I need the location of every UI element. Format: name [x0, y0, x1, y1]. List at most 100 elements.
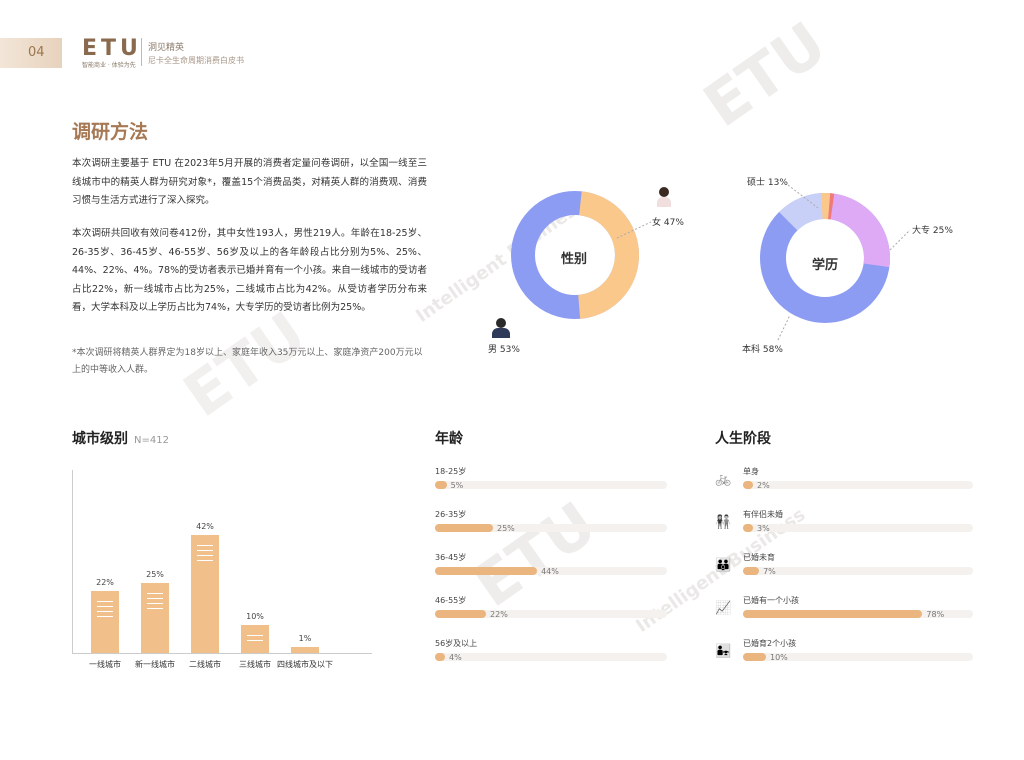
bar-fill — [435, 524, 493, 532]
bar-fill — [743, 610, 923, 618]
city-bar-value: 42% — [196, 522, 214, 531]
trend-icon: 📈 — [715, 601, 732, 616]
city-bar — [191, 535, 219, 653]
city-bar — [291, 647, 319, 653]
male-icon — [492, 318, 510, 340]
bar-value: 44% — [541, 567, 559, 576]
bar-stripe — [197, 555, 213, 556]
female-label: 女 47% — [652, 218, 684, 228]
bar-label: 有伴侣未婚 — [743, 510, 783, 519]
gender-center-label: 性别 — [561, 252, 588, 267]
bar-label: 已婚有一个小孩 — [743, 596, 799, 605]
age-bar-chart: 18-25岁 5% 26-35岁 25% 36-45岁 44% 46-55岁 22% 56岁及以… — [435, 466, 675, 676]
female-slice — [511, 191, 639, 319]
master-slice — [760, 193, 890, 323]
footnote: *本次调研将精英人群界定为18岁以上、家庭年收入35万元以上、家庭净资产200万… — [72, 348, 423, 375]
bar-value: 5% — [450, 481, 464, 490]
bar-value: 7% — [763, 567, 776, 576]
bar-stripes — [147, 592, 163, 613]
bar-stripes — [197, 545, 213, 565]
bar-label: 已婚未育 — [743, 553, 775, 562]
bar-stripe — [147, 597, 163, 599]
city-bar-value: 22% — [96, 578, 114, 588]
watermark: ETU — [691, 8, 839, 142]
report-title: 洞见精英 — [148, 43, 185, 53]
bar-stripe — [147, 607, 163, 609]
bar-stripe — [197, 550, 213, 551]
bar-track — [743, 567, 973, 575]
bar-fill — [743, 524, 753, 532]
bike-icon: 🚲 — [715, 472, 732, 487]
age-chart-title: 年龄 — [435, 431, 463, 447]
bar-track — [435, 481, 667, 489]
female-leader — [616, 221, 652, 239]
bar-label: 56岁及以上 — [435, 639, 478, 648]
life-chart-title: 人生阶段 — [715, 431, 771, 447]
intro-paragraph: 本次调研主要基于 ETU 在2023年5月开展的消费者定量问卷调研，以全国一线至… — [72, 158, 427, 206]
section-title: 调研方法 — [72, 121, 149, 143]
bar-fill — [435, 481, 447, 489]
bar-stripes — [247, 634, 263, 645]
report-subtitle: 尼卡全生命周期消费白皮书 — [148, 56, 244, 65]
bar-stripe — [147, 602, 163, 604]
kids-icon: 👨‍👧 — [715, 644, 732, 659]
header-divider — [141, 38, 142, 66]
family-icon: 👪 — [715, 558, 732, 573]
education-leaders — [777, 184, 911, 341]
city-bar-chart: 22% 一线城市 25% 新一线城市 42% 二线城市 10% 三线城市 1% 四线城市及以下 — [72, 470, 372, 680]
bar-value: 4% — [449, 653, 462, 662]
education-center-label: 学历 — [812, 258, 839, 273]
city-bar-value: 25% — [146, 569, 164, 579]
bar-stripe — [197, 560, 213, 561]
other-slice — [760, 193, 890, 323]
city-category-label: 新一线城市 — [135, 660, 175, 669]
bar-value: 10% — [770, 653, 788, 662]
logo: ETU — [82, 36, 142, 61]
bar-track — [435, 524, 667, 532]
bar-stripe — [97, 601, 113, 603]
bar-label: 26-35岁 — [435, 510, 467, 519]
city-bar-value: 10% — [246, 611, 264, 621]
bachelor-label: 本科 58% — [742, 345, 783, 355]
bar-label: 单身 — [743, 467, 759, 476]
bar-fill — [743, 567, 760, 575]
bar-value: 78% — [926, 610, 945, 619]
bar-fill — [435, 610, 487, 618]
page-number: 04 — [0, 38, 62, 68]
bar-label: 36-45岁 — [435, 553, 467, 562]
bar-stripe — [197, 545, 213, 546]
bar-value: 2% — [757, 481, 770, 490]
bar-track — [743, 481, 973, 489]
bar-stripe — [147, 592, 163, 594]
master-label: 硕士 13% — [747, 178, 788, 188]
bar-stripe — [247, 639, 263, 641]
sample-size: N=412 — [134, 435, 169, 446]
phd-slice — [760, 193, 890, 323]
bar-fill — [743, 653, 766, 661]
bar-stripe — [97, 616, 113, 618]
city-category-label: 四线城市及以下 — [277, 660, 333, 669]
city-category-label: 二线城市 — [189, 660, 221, 669]
bar-label: 18-25岁 — [435, 467, 467, 476]
city-x-axis — [72, 653, 372, 654]
bar-label: 已婚育2个小孩 — [743, 639, 797, 648]
stats-paragraph: 本次调研共回收有效问卷412份，其中女性193人，男性219人。年龄在18-25… — [72, 228, 427, 313]
life-bar-chart: 🚲 单身 2% 👫 有伴侣未婚 3% 👪 已婚未育 7% 📈 已婚有一个小孩 78% 👨‍👧 已婚育2个小… — [715, 466, 975, 676]
bar-fill — [435, 567, 538, 575]
bar-fill — [743, 481, 753, 489]
bar-stripe — [247, 634, 263, 636]
college-label: 大专 25% — [912, 226, 953, 236]
city-bar-value: 1% — [298, 634, 312, 643]
bar-track — [743, 524, 973, 532]
city-bar — [91, 591, 119, 653]
bar-track — [435, 653, 667, 661]
city-y-axis — [72, 470, 73, 653]
bar-value: 22% — [490, 610, 508, 619]
bar-value: 3% — [757, 524, 770, 533]
bar-stripe — [97, 611, 113, 613]
city-category-label: 一线城市 — [89, 660, 121, 669]
city-bar — [141, 582, 169, 653]
bar-track — [743, 653, 973, 661]
bar-track — [435, 567, 667, 575]
city-category-label: 三线城市 — [239, 660, 271, 669]
